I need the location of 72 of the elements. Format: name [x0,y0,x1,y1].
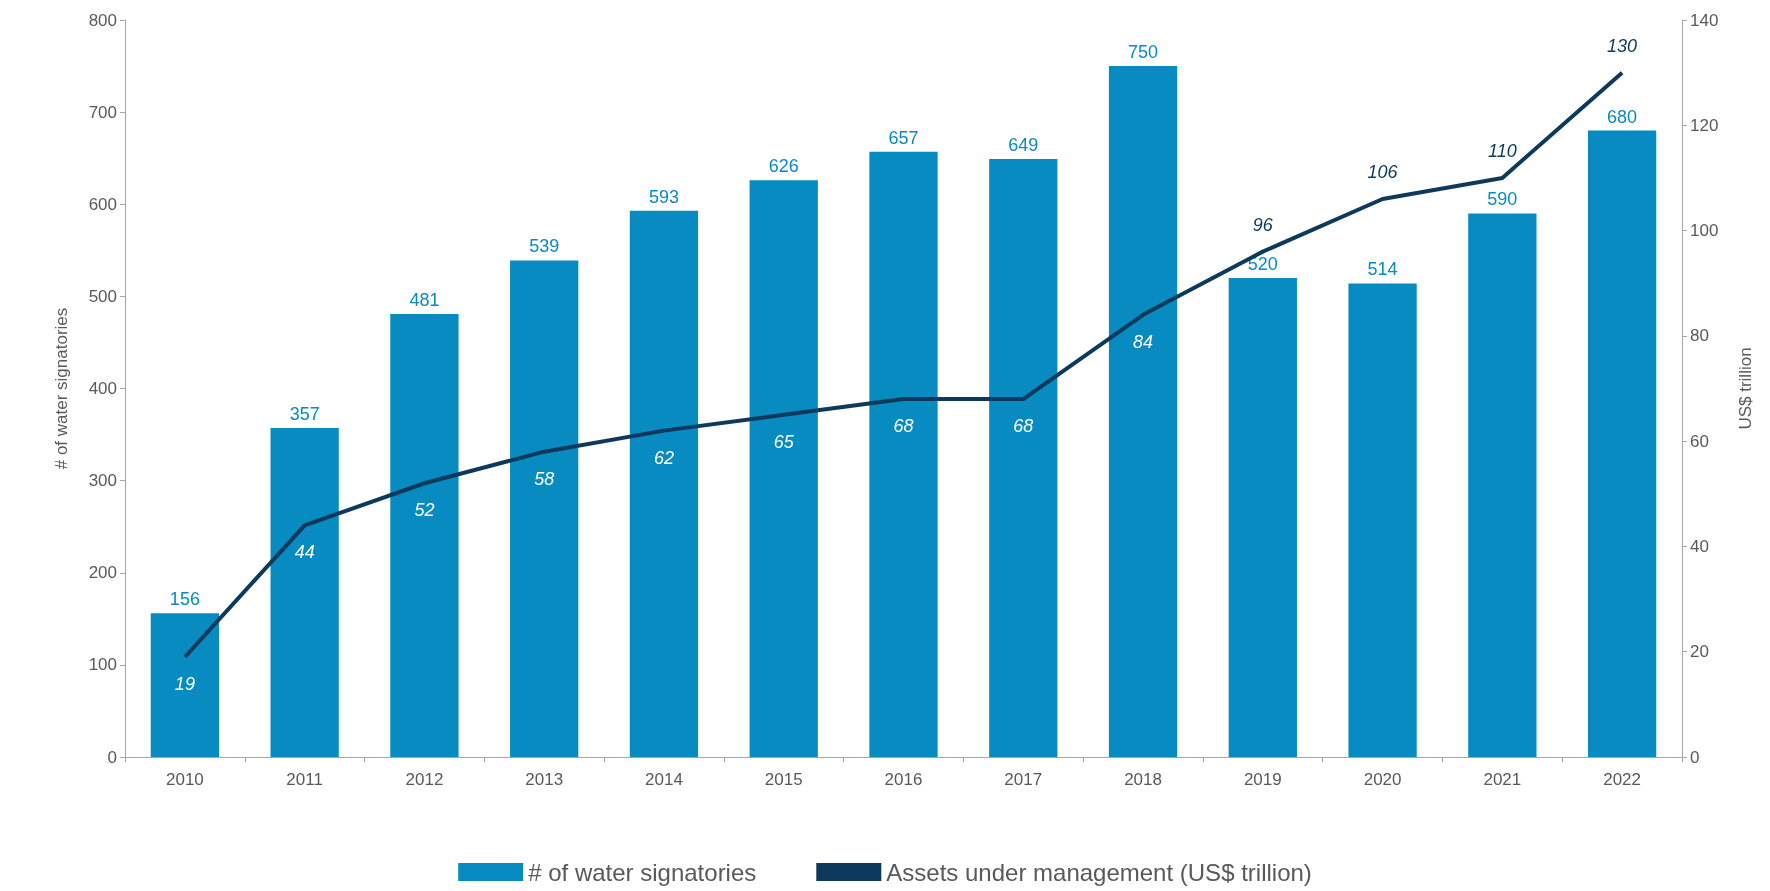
x-tick-label: 2013 [525,770,564,789]
data-label: 52 [414,500,435,521]
y-tick-label: 600 [88,194,117,214]
y2-tick-label: 140 [1690,10,1719,30]
x-tick-label: 2017 [1004,770,1043,789]
data-label: 750 [1128,42,1159,63]
bar [390,313,459,757]
x-tick-label: 2014 [645,770,683,789]
legend-label: # of water signatories [528,858,757,886]
x-tick-label: 2015 [764,770,803,789]
data-label: 62 [653,447,674,468]
data-label: 649 [1008,135,1039,156]
bar [749,180,818,757]
y-tick-label: 200 [88,563,117,583]
bar [150,613,220,757]
bar [270,428,339,757]
y2-tick-label: 0 [1690,747,1700,767]
data-label: 58 [534,468,555,489]
data-label: 657 [888,127,919,148]
data-label: 96 [1252,214,1274,235]
bar [1228,277,1297,757]
y2-tick-label: 80 [1690,326,1709,346]
bar [989,159,1058,757]
y2-axis-title: US$ trillion [1736,347,1755,430]
y2-tick-label: 120 [1690,115,1719,135]
legend-label: Assets under management (US$ trillion) [886,858,1312,886]
data-label: 481 [409,289,440,310]
data-label: 65 [773,431,795,452]
y-tick-label: 300 [88,471,117,491]
y2-tick-label: 40 [1690,536,1709,556]
y-tick-label: 500 [88,286,117,306]
data-label: 106 [1367,161,1399,182]
y-tick-label: 800 [88,10,117,30]
bar [1587,130,1657,757]
bar [869,151,938,757]
y2-tick-label: 100 [1690,221,1719,241]
bar [1468,213,1537,757]
y-tick-label: 400 [88,379,117,398]
x-tick-label: 2011 [286,770,323,789]
y-tick-label: 700 [88,102,117,122]
x-tick-label: 2012 [405,770,444,789]
data-label: 130 [1607,35,1638,56]
data-label: 156 [169,589,200,610]
x-tick-label: 2019 [1243,770,1282,789]
y2-tick-label: 20 [1690,642,1709,662]
data-label: 626 [768,156,799,177]
data-label: 680 [1607,106,1638,127]
data-label: 110 [1487,140,1517,161]
x-tick-label: 2016 [884,770,923,789]
bar [1348,283,1417,757]
y-tick-label: 0 [107,747,117,767]
data-label: 593 [648,186,679,207]
y2-tick-label: 60 [1690,431,1709,451]
data-label: 19 [174,673,195,694]
x-tick-label: 2010 [165,770,204,789]
data-label: 590 [1487,189,1518,210]
data-label: 68 [1013,416,1034,437]
data-label: 44 [294,542,315,563]
x-tick-label: 2021 [1483,770,1522,789]
x-tick-label: 2020 [1363,770,1402,789]
x-tick-label: 2018 [1124,770,1162,789]
data-label: 84 [1133,331,1154,352]
bar [510,260,579,757]
data-label: 357 [289,404,320,425]
data-label: 539 [529,236,560,257]
data-label: 68 [893,416,914,437]
data-label: 514 [1367,259,1398,280]
y-tick-label: 100 [88,655,117,675]
y-axis-title: # of water signatories [52,307,71,470]
bar [629,210,699,757]
x-tick-label: 2022 [1603,770,1642,789]
bar [1108,66,1178,757]
